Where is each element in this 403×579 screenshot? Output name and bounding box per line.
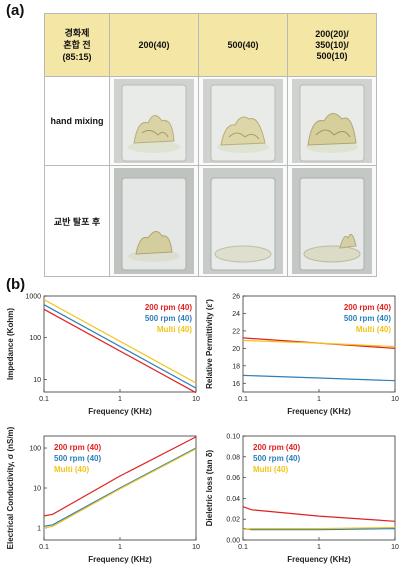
series-line	[43, 447, 197, 527]
x-tick-label: 1	[317, 544, 321, 551]
legend-entry: 200 rpm (40)	[253, 443, 300, 452]
series-line	[242, 526, 396, 531]
x-tick-label: 1	[118, 396, 122, 403]
legend-entry: 500 rpm (40)	[54, 454, 101, 463]
legend-entry: 500 rpm (40)	[253, 454, 300, 463]
y-tick-label: 100	[29, 335, 41, 342]
y-axis-label: Dieletric loss (tan δ)	[205, 449, 214, 526]
dielectric-loss-chart-svg: 0.1 1 10 0.10 0.08 0.06 0.04 0.02 0.00 Frequency …	[205, 434, 399, 565]
plot-frame	[242, 435, 396, 541]
y-tick-label: 24	[232, 311, 240, 318]
series-line	[43, 299, 197, 384]
legend-entry: 200 rpm (40)	[54, 443, 101, 452]
conductivity-chart-svg: 0.1 1 10 100 10 1 Frequency (KHz) Electrical Co…	[6, 426, 200, 564]
series-line	[43, 308, 197, 394]
legend-entry: Multi (40)	[253, 465, 288, 474]
plot-frame	[43, 295, 197, 393]
photo-hand-mixing-500	[198, 76, 288, 166]
beaker-photo	[114, 79, 194, 163]
x-axis-label: Frequency (KHz)	[88, 555, 152, 564]
photo-degassed-200	[109, 165, 199, 277]
beaker-photo	[203, 168, 283, 274]
header-line-2: 혼합 전	[63, 40, 91, 50]
x-tick-label: 1	[317, 396, 321, 403]
x-tick-label: 10	[391, 396, 399, 403]
x-tick-label: 0.1	[238, 544, 248, 551]
panel-a-label: (a)	[6, 2, 25, 19]
y-tick-label: 0.00	[226, 538, 240, 545]
y-tick-label: 0.10	[226, 434, 240, 441]
y-axis-label: Electrical Conductivity, σ (nS/m)	[6, 426, 15, 549]
y-tick-label: 18	[232, 363, 240, 370]
panel-b-label: (b)	[6, 276, 26, 293]
legend-entry: Multi (40)	[157, 325, 192, 334]
y-axis-label: Relative Permittivity (ε')	[205, 299, 214, 389]
dielectric-loss-chart: 0.1 1 10 0.10 0.08 0.06 0.04 0.02 0.00 Frequency …	[203, 430, 399, 575]
header-col-multi-line-3: 500(10)	[316, 50, 348, 61]
y-tick-label: 1000	[25, 294, 41, 301]
legend-entry: Multi (40)	[356, 325, 391, 334]
beaker-photo	[292, 168, 372, 274]
x-tick-label: 1	[118, 544, 122, 551]
y-tick-label: 20	[232, 346, 240, 353]
y-tick-label: 26	[232, 294, 240, 301]
x-tick-label: 0.1	[39, 396, 49, 403]
y-tick-label: 1	[37, 525, 41, 532]
conductivity-chart: 0.1 1 10 100 10 1 Frequency (KHz) Electrical Co…	[4, 426, 200, 575]
photo-degassed-multi	[287, 165, 377, 277]
header-line-1: 경화제	[64, 28, 90, 38]
photo-hand-mixing-200	[109, 76, 199, 166]
header-col-multi-line-2: 350(10)/	[315, 39, 349, 50]
header-line-3: (85:15)	[62, 52, 92, 62]
y-tick-label: 0.08	[226, 454, 240, 461]
header-col-200-text: 200(40)	[138, 39, 170, 50]
legend-entry: 200 rpm (40)	[344, 303, 391, 312]
x-tick-label: 0.1	[39, 544, 49, 551]
series-line	[242, 339, 396, 348]
legend-entry: 200 rpm (40)	[145, 303, 192, 312]
permittivity-chart: 0.1 1 10 26 24 22 20 18 16 Frequency (KHz) Relativ…	[203, 290, 399, 427]
header-col-500: 500(40)	[198, 13, 288, 77]
x-axis-label: Frequency (KHz)	[88, 407, 152, 416]
row-label-hand-mixing: hand mixing	[44, 76, 110, 166]
series-line	[43, 436, 197, 517]
legend-entry: 500 rpm (40)	[145, 314, 192, 323]
photo-hand-mixing-multi	[287, 76, 377, 166]
photo-degassed-500	[198, 165, 288, 277]
beaker-photo	[203, 79, 283, 163]
x-tick-label: 10	[391, 544, 399, 551]
header-col-500-text: 500(40)	[227, 39, 259, 50]
legend-entry: Multi (40)	[54, 465, 89, 474]
series-line	[242, 374, 396, 382]
row-label-after-degassing: 교반 탈포 후	[44, 165, 110, 277]
header-col-multi: 200(20)/ 350(10)/ 500(10)	[287, 13, 377, 77]
x-axis-label: Frequency (KHz)	[287, 407, 351, 416]
y-tick-label: 16	[232, 381, 240, 388]
y-tick-label: 0.02	[226, 517, 240, 524]
header-col-multi-line-1: 200(20)/	[315, 28, 349, 39]
y-tick-label: 0.06	[226, 475, 240, 482]
impedance-chart-svg: 0.1 1 10 1000 100 10 Frequency (KHz) Impedance …	[6, 294, 200, 417]
impedance-chart: 0.1 1 10 1000 100 10 Frequency (KHz) Impedance …	[4, 290, 200, 427]
header-col-200: 200(40)	[109, 13, 199, 77]
series-line	[43, 304, 197, 389]
permittivity-chart-svg: 0.1 1 10 26 24 22 20 18 16 Frequency (KHz) Relativ…	[205, 294, 399, 417]
x-axis-label: Frequency (KHz)	[287, 555, 351, 564]
beaker-photo	[292, 79, 372, 163]
beaker-photo	[114, 168, 194, 274]
y-tick-label: 10	[33, 486, 41, 493]
y-tick-label: 100	[29, 446, 41, 453]
series-line	[242, 506, 396, 522]
y-axis-label: Impedance (Kohm)	[6, 308, 15, 380]
header-mixing-condition: 경화제 혼합 전 (85:15)	[44, 13, 110, 77]
x-tick-label: 10	[192, 544, 200, 551]
sample-photo-table: 경화제 혼합 전 (85:15) 200(40) 500(40) 200(20)…	[44, 13, 377, 277]
legend-entry: 500 rpm (40)	[344, 314, 391, 323]
y-tick-label: 0.04	[226, 496, 240, 503]
x-tick-label: 0.1	[238, 396, 248, 403]
y-tick-label: 10	[33, 377, 41, 384]
series-line	[43, 448, 197, 529]
y-tick-label: 22	[232, 328, 240, 335]
x-tick-label: 10	[192, 396, 200, 403]
